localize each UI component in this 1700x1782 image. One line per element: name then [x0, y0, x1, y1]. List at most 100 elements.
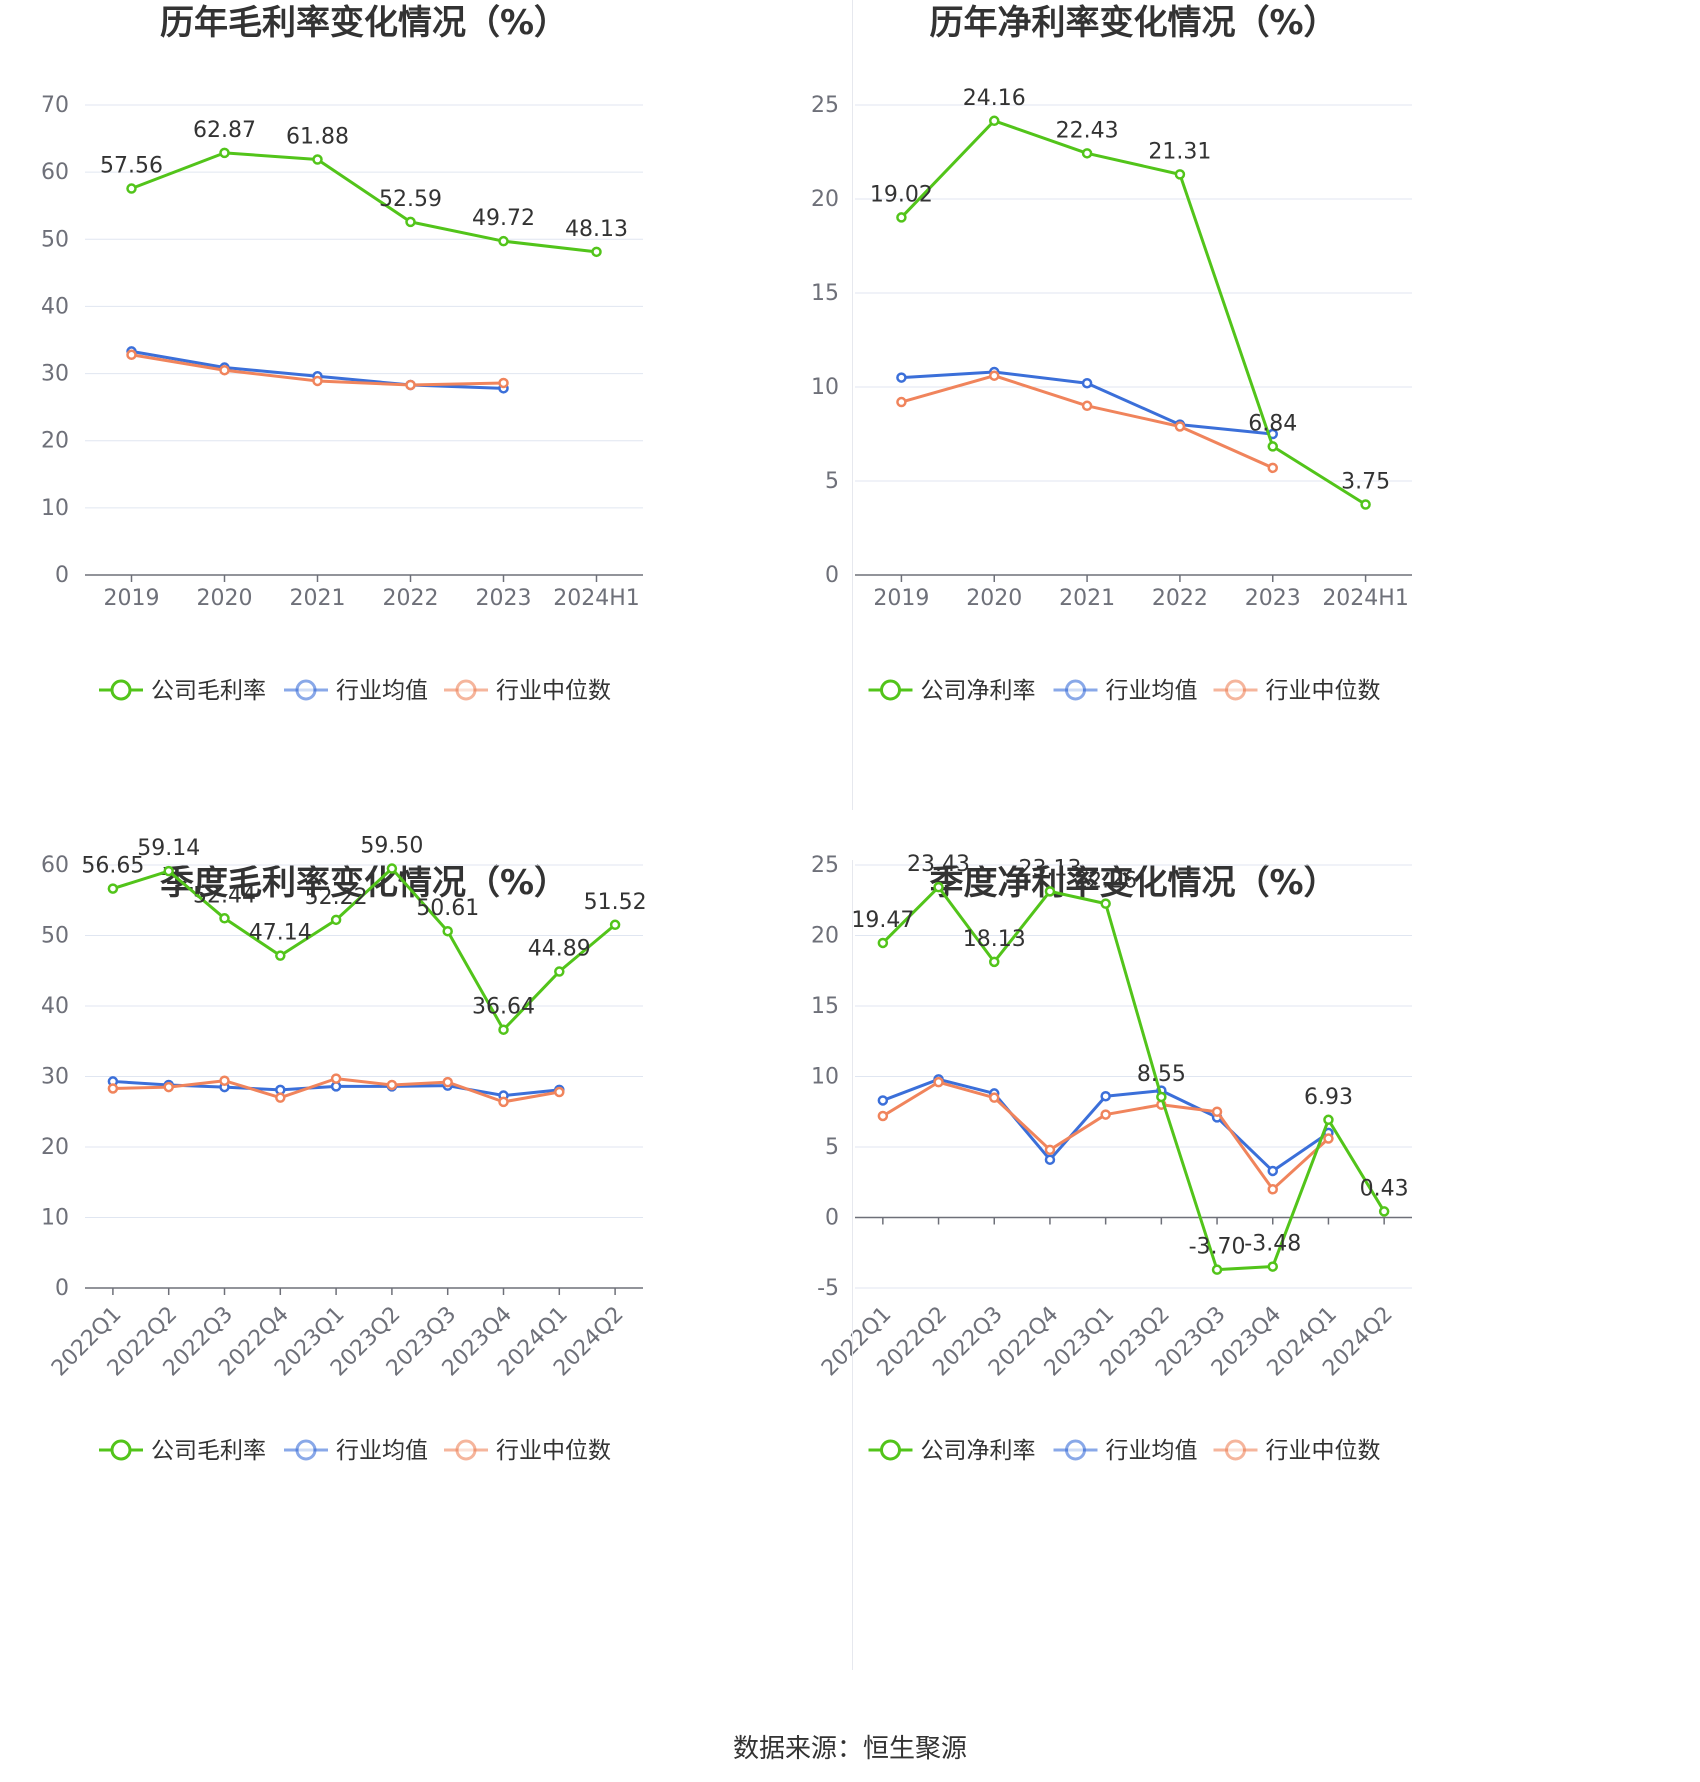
series-line-industry_median — [901, 374, 1274, 470]
panel-divider — [852, 0, 853, 810]
data-point — [126, 183, 137, 194]
data-label: 49.72 — [472, 206, 535, 231]
x-tick-label: 2022 — [383, 586, 439, 611]
series-line-company — [881, 885, 1386, 1272]
data-point — [442, 925, 453, 937]
data-point — [1267, 462, 1278, 474]
data-point — [330, 914, 342, 926]
data-label: 62.87 — [193, 118, 256, 143]
data-point — [107, 883, 119, 894]
legend-swatch-marker — [1225, 679, 1246, 701]
y-tick-label: 10 — [41, 496, 69, 521]
data-point — [405, 216, 416, 228]
legend-label: 行业均值 — [1106, 678, 1198, 704]
data-point — [312, 375, 323, 387]
data-point — [1081, 377, 1093, 389]
y-tick-label: 0 — [55, 563, 69, 588]
legend-swatch-marker — [880, 1439, 901, 1461]
data-point — [877, 1110, 889, 1122]
data-point — [219, 147, 230, 159]
data-point — [1211, 1264, 1223, 1275]
legend-label: 行业中位数 — [496, 678, 611, 704]
data-label: 0.43 — [1360, 1176, 1409, 1201]
chart-svg: 季度毛利率变化情况（%）01020304050602022Q12022Q2202… — [41, 834, 647, 1464]
y-tick-label: 40 — [41, 994, 69, 1019]
data-label: 59.14 — [137, 836, 200, 861]
chart-title: 季度毛利率变化情况（%） — [160, 863, 568, 903]
series-line-company — [900, 119, 1367, 506]
data-label: 6.93 — [1304, 1085, 1353, 1110]
legend-swatch-marker — [1065, 679, 1086, 701]
data-label: 23.13 — [1018, 856, 1081, 881]
data-label: 48.13 — [565, 217, 628, 242]
data-point — [1100, 1109, 1111, 1120]
legend-swatch-marker — [110, 1439, 132, 1461]
x-tick-label: 2023 — [1245, 586, 1301, 611]
legend-item: 行业中位数 — [444, 678, 611, 704]
data-label: 47.14 — [249, 921, 312, 946]
y-tick-label: 30 — [41, 1065, 69, 1090]
x-tick-label: 2019 — [104, 586, 160, 611]
data-point — [1100, 1090, 1111, 1102]
data-point — [591, 246, 602, 258]
data-point — [1044, 1144, 1056, 1156]
legend-item: 行业均值 — [1053, 678, 1198, 704]
y-tick-label: 25 — [811, 853, 839, 878]
y-tick-label: 0 — [825, 563, 839, 588]
data-point — [896, 396, 907, 408]
data-point — [554, 966, 565, 977]
legend-label: 公司毛利率 — [151, 1438, 266, 1464]
y-tick-label: 40 — [41, 294, 69, 319]
y-tick-label: 20 — [811, 924, 839, 949]
data-label: -3.70 — [1189, 1235, 1246, 1260]
data-point — [1081, 400, 1093, 412]
data-label: 52.22 — [305, 885, 368, 910]
data-source: 数据来源：恒生聚源 — [732, 1734, 967, 1764]
data-point — [933, 1076, 944, 1088]
y-tick-label: 25 — [811, 93, 839, 118]
legend-item: 行业中位数 — [1213, 678, 1381, 704]
data-point — [498, 377, 509, 389]
data-label: 18.13 — [963, 927, 1026, 952]
x-tick-label: 2021 — [1059, 586, 1115, 611]
data-point — [1156, 1091, 1167, 1103]
data-label: 52.44 — [193, 883, 256, 908]
legend-swatch-marker — [455, 1439, 477, 1461]
data-point — [1081, 148, 1093, 159]
y-tick-label: 15 — [811, 994, 839, 1019]
legend-item: 行业均值 — [284, 1438, 428, 1464]
data-point — [554, 1086, 565, 1098]
legend-label: 行业均值 — [1106, 1438, 1198, 1464]
data-point — [219, 913, 230, 924]
data-label: 22.43 — [1056, 118, 1119, 143]
panel-divider — [852, 860, 853, 1670]
legend-swatch-marker — [295, 679, 317, 701]
data-label: 8.55 — [1137, 1062, 1186, 1087]
legend-label: 行业均值 — [336, 1438, 428, 1464]
y-tick-label: 10 — [41, 1206, 69, 1231]
data-label: 23.43 — [907, 852, 970, 877]
chart-title: 历年净利率变化情况（%） — [929, 3, 1337, 43]
data-point — [1211, 1106, 1223, 1117]
data-point — [1267, 441, 1278, 452]
data-point — [442, 1076, 453, 1088]
legend-swatch-marker — [295, 1439, 317, 1461]
legend-item: 公司毛利率 — [99, 1438, 266, 1464]
legend-label: 行业中位数 — [1266, 1438, 1381, 1464]
chart-title: 季度净利率变化情况（%） — [929, 863, 1337, 903]
legend-label: 行业中位数 — [496, 1438, 611, 1464]
legend-item: 公司毛利率 — [99, 678, 266, 704]
data-point — [1044, 1154, 1056, 1165]
y-tick-label: 70 — [41, 93, 69, 118]
data-label: -3.48 — [1244, 1232, 1301, 1257]
legend-swatch-marker — [1065, 1439, 1086, 1461]
chart-svg: 历年净利率变化情况（%） 0 5 10 15 20 25 2019 2020 2021 2022 20… — [811, 3, 1412, 704]
data-label: 22.26 — [1074, 869, 1137, 894]
data-point — [107, 1083, 119, 1094]
series-line-company — [130, 151, 597, 254]
data-label: 52.59 — [379, 187, 442, 212]
y-tick-label: 0 — [55, 1276, 69, 1301]
y-tick-label: 0 — [825, 1206, 839, 1231]
data-point — [1360, 499, 1371, 510]
chart-annual-gross-margin: 历年毛利率变化情况（%） 0 10 20 30 40 50 60 70 2019 2020 2021 2… — [0, 0, 850, 860]
